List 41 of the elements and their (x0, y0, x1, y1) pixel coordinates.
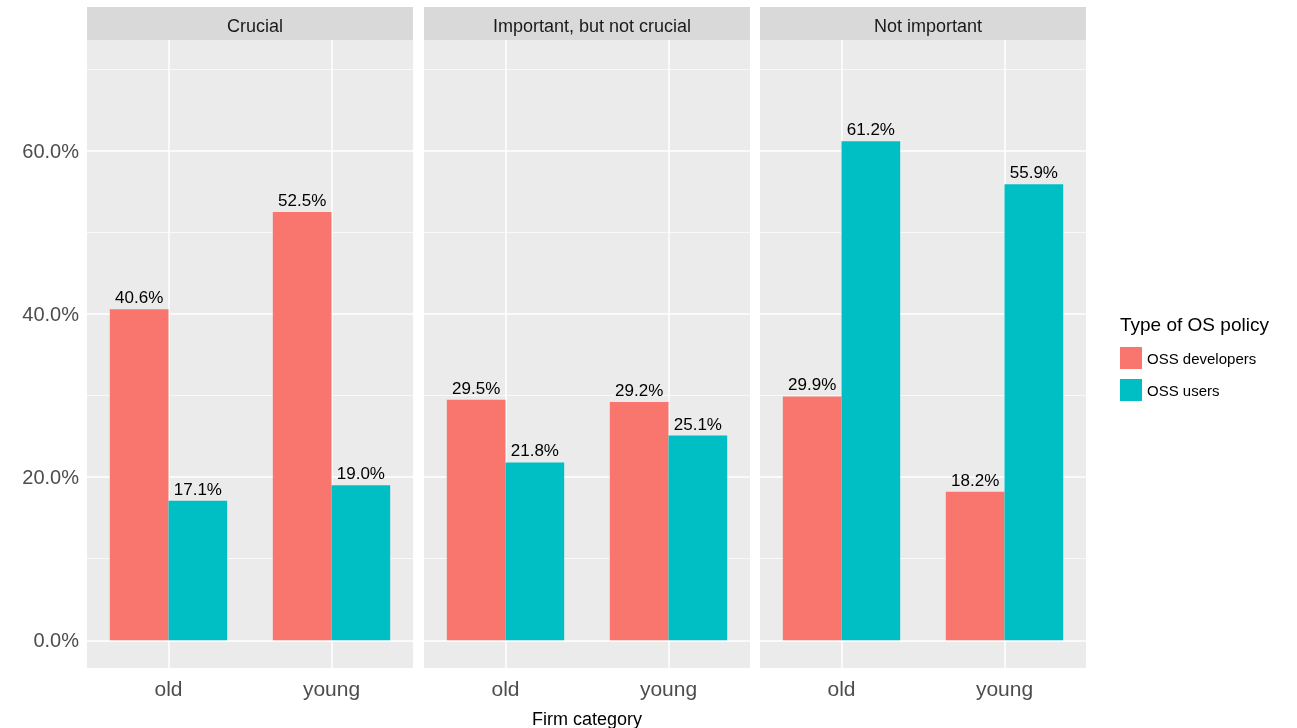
x-axis-title: Firm category (531, 709, 643, 728)
y-tick-label: 20.0% (22, 466, 80, 489)
data-label: 19.0% (336, 464, 385, 484)
bar (668, 435, 728, 641)
bar (782, 396, 842, 641)
chart-title: Crucial (226, 16, 284, 36)
chart-title: Important, but not crucial (492, 16, 692, 36)
bar (168, 500, 228, 641)
x-tick-label: young (975, 677, 1034, 700)
legend-title: Type of OS policy (1120, 314, 1270, 335)
x-tick-label: young (302, 677, 361, 700)
y-tick-label: 60.0% (22, 139, 80, 162)
y-tick-label: 40.0% (22, 303, 80, 326)
legend-label: OSS users (1147, 381, 1220, 399)
data-label: 52.5% (278, 191, 327, 211)
bar (841, 141, 901, 641)
data-label: 61.2% (846, 120, 895, 140)
bar (331, 485, 391, 641)
data-label: 55.9% (1009, 163, 1058, 183)
bar (446, 399, 506, 641)
data-label: 29.2% (615, 381, 664, 401)
data-label: 25.1% (673, 414, 722, 434)
data-label: 40.6% (115, 288, 164, 308)
data-label: 21.8% (510, 441, 559, 461)
data-label: 29.9% (788, 375, 837, 395)
data-label: 18.2% (951, 470, 1000, 490)
chart-title: Not important (873, 16, 983, 36)
x-tick-label: old (491, 677, 520, 700)
bar (272, 212, 332, 641)
bar (109, 309, 169, 641)
y-tick-label: 0.0% (33, 629, 80, 652)
x-tick-label: young (639, 677, 698, 700)
bar (945, 491, 1005, 641)
bar (505, 462, 565, 641)
data-label: 17.1% (173, 479, 222, 499)
bar (609, 402, 669, 641)
x-tick-label: old (827, 677, 856, 700)
legend-label: OSS developers (1147, 349, 1257, 367)
x-tick-label: old (154, 677, 183, 700)
data-label: 29.5% (452, 378, 501, 398)
bar (1004, 184, 1064, 641)
